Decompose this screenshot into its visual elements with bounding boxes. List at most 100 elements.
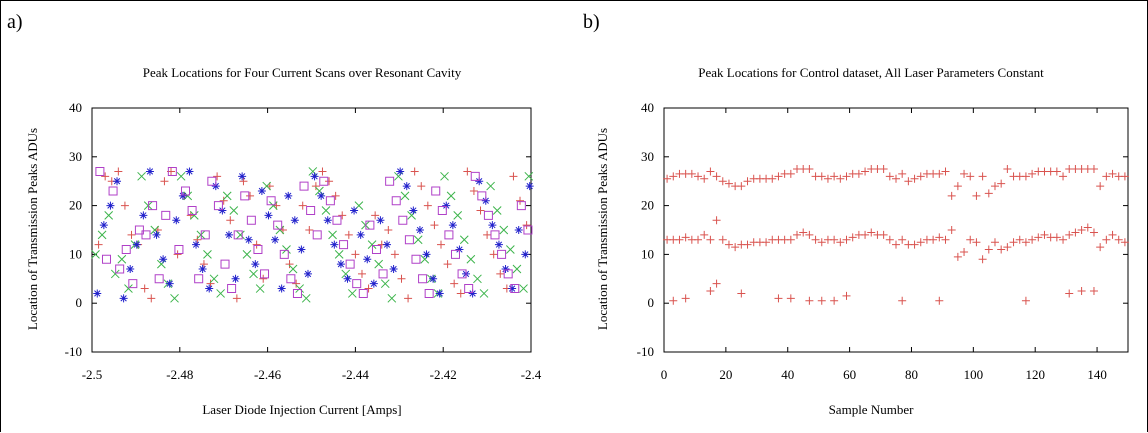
x-tick-label: -2.42 xyxy=(430,367,457,382)
data-point xyxy=(429,274,438,283)
data-point xyxy=(167,166,177,176)
data-point xyxy=(297,245,306,254)
y-tick-label: 30 xyxy=(641,149,654,164)
data-point xyxy=(463,167,472,176)
data-point xyxy=(669,296,678,305)
data-point xyxy=(516,201,526,211)
data-point xyxy=(1083,223,1092,232)
data-point xyxy=(861,167,870,176)
data-point xyxy=(336,260,345,269)
data-point xyxy=(387,293,397,303)
data-point xyxy=(523,225,533,235)
data-point xyxy=(301,293,311,303)
data-point xyxy=(305,226,314,234)
data-point xyxy=(1021,172,1030,181)
data-point xyxy=(321,206,331,215)
data-point xyxy=(277,284,286,293)
data-point xyxy=(941,235,950,244)
data-point xyxy=(508,284,517,293)
data-point xyxy=(343,274,352,283)
data-point xyxy=(127,230,136,239)
data-point xyxy=(510,284,520,294)
data-point xyxy=(1003,165,1012,173)
data-point xyxy=(97,230,107,240)
data-point xyxy=(700,174,709,183)
data-point xyxy=(960,169,969,178)
data-point xyxy=(178,191,187,200)
data-point xyxy=(364,284,373,293)
data-point xyxy=(953,182,962,191)
data-point xyxy=(1077,287,1086,295)
data-point xyxy=(724,179,733,188)
data-point xyxy=(174,245,184,255)
data-point xyxy=(476,206,485,215)
data-point xyxy=(246,191,255,200)
data-point xyxy=(774,294,783,303)
data-point xyxy=(415,226,424,234)
data-point xyxy=(252,240,261,249)
data-point xyxy=(470,171,480,181)
data-point xyxy=(941,167,950,176)
y-tick-label: 40 xyxy=(641,100,654,115)
data-point xyxy=(817,296,826,305)
x-tick-label: 80 xyxy=(905,367,918,382)
data-point xyxy=(192,240,201,249)
data-point xyxy=(186,211,195,220)
data-point xyxy=(220,259,230,269)
data-point xyxy=(203,250,212,259)
data-point xyxy=(506,245,515,254)
data-point xyxy=(325,196,335,206)
data-point xyxy=(236,230,245,240)
chart-title: Peak Locations for Control dataset, All … xyxy=(698,65,1044,80)
data-point xyxy=(154,274,164,284)
data-point xyxy=(694,235,703,244)
data-point xyxy=(929,235,938,244)
data-point xyxy=(786,169,795,178)
data-point xyxy=(358,288,368,298)
data-point xyxy=(251,260,260,269)
data-point xyxy=(712,279,721,288)
data-point xyxy=(456,289,465,298)
data-point xyxy=(226,216,235,225)
x-tick-label: 0 xyxy=(661,367,668,382)
y-tick-label: 0 xyxy=(648,295,655,310)
data-point xyxy=(494,240,503,249)
data-point xyxy=(477,191,487,201)
data-point xyxy=(398,215,408,225)
data-point xyxy=(110,269,120,279)
data-point xyxy=(207,176,217,186)
data-point xyxy=(224,230,233,239)
data-point xyxy=(525,182,534,191)
data-point xyxy=(483,210,493,220)
data-point xyxy=(383,240,392,249)
x-tick-label: -2.5 xyxy=(82,367,103,382)
data-point xyxy=(1089,228,1098,237)
data-point xyxy=(285,260,294,269)
data-point xyxy=(663,174,672,183)
data-point xyxy=(114,167,123,176)
data-point xyxy=(437,205,447,215)
data-point xyxy=(492,206,502,215)
data-point xyxy=(244,235,253,244)
data-point xyxy=(898,169,907,178)
x-tick-label: 60 xyxy=(843,367,856,382)
data-point xyxy=(1096,182,1105,191)
x-axis-label: Laser Diode Injection Current [Amps] xyxy=(202,402,401,417)
series-4 xyxy=(95,166,533,298)
data-point xyxy=(519,284,528,293)
data-point xyxy=(152,230,161,239)
y-tick-label: -10 xyxy=(637,344,654,359)
data-point xyxy=(172,216,181,225)
data-point xyxy=(455,245,464,254)
data-point xyxy=(879,230,888,239)
data-point xyxy=(376,216,385,225)
data-point xyxy=(768,174,777,183)
data-point xyxy=(823,174,832,183)
data-point xyxy=(420,254,430,264)
y-tick-label: 40 xyxy=(69,100,82,115)
data-point xyxy=(706,287,715,295)
data-point xyxy=(306,205,316,215)
data-point xyxy=(165,279,174,288)
data-point xyxy=(450,249,460,259)
data-point xyxy=(706,235,715,244)
